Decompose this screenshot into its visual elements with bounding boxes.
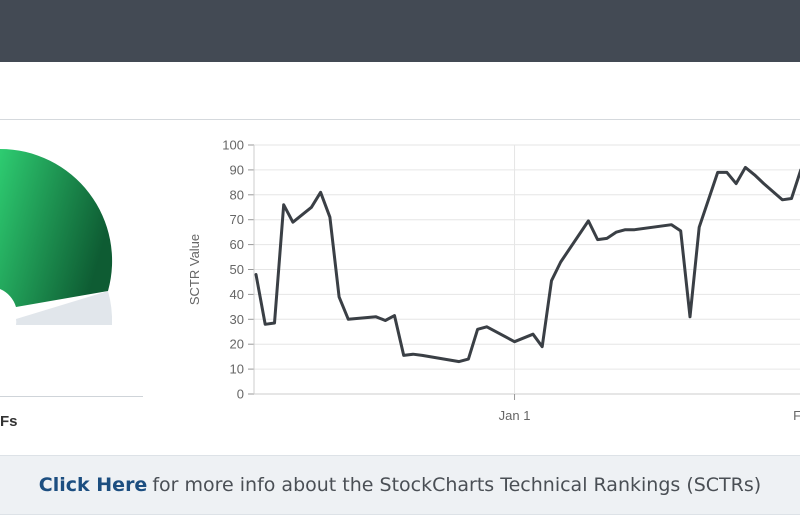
y-tick-label: 40 [230,287,244,302]
top-header-bar [0,0,800,62]
y-axis-title: SCTR Value [187,234,202,305]
y-tick-label: 50 [230,262,244,277]
sctr-line-chart: 0 10 20 30 40 50 60 70 80 90 100 Jan 1 Fe SCTR Value [187,138,800,423]
y-tick-label: 70 [230,212,244,227]
sctr-series-line [254,165,800,364]
gauge-caption: Fs [0,413,18,430]
gauge-track [16,291,113,325]
y-tick-label: 80 [230,187,244,202]
y-tick-label: 10 [230,362,244,377]
footer-info-text: for more info about the StockCharts Tech… [152,474,762,496]
x-tick-label: Fe [793,408,800,423]
gauge-fill [0,148,113,307]
click-here-link[interactable]: Click Here [38,474,148,496]
y-tick-label: 60 [230,237,244,252]
y-tick-label: 90 [230,162,244,177]
sctr-gauge [0,148,113,325]
footer-info-bar: Click Here for more info about the Stock… [0,455,800,515]
y-tick-label: 30 [230,312,244,327]
sub-header-bar [0,62,800,120]
x-tick-label: Jan 1 [499,408,531,423]
y-tick-label: 100 [222,138,244,153]
y-tick-label: 0 [237,387,244,402]
gauge-divider [0,396,143,397]
y-tick-label: 20 [230,337,244,352]
